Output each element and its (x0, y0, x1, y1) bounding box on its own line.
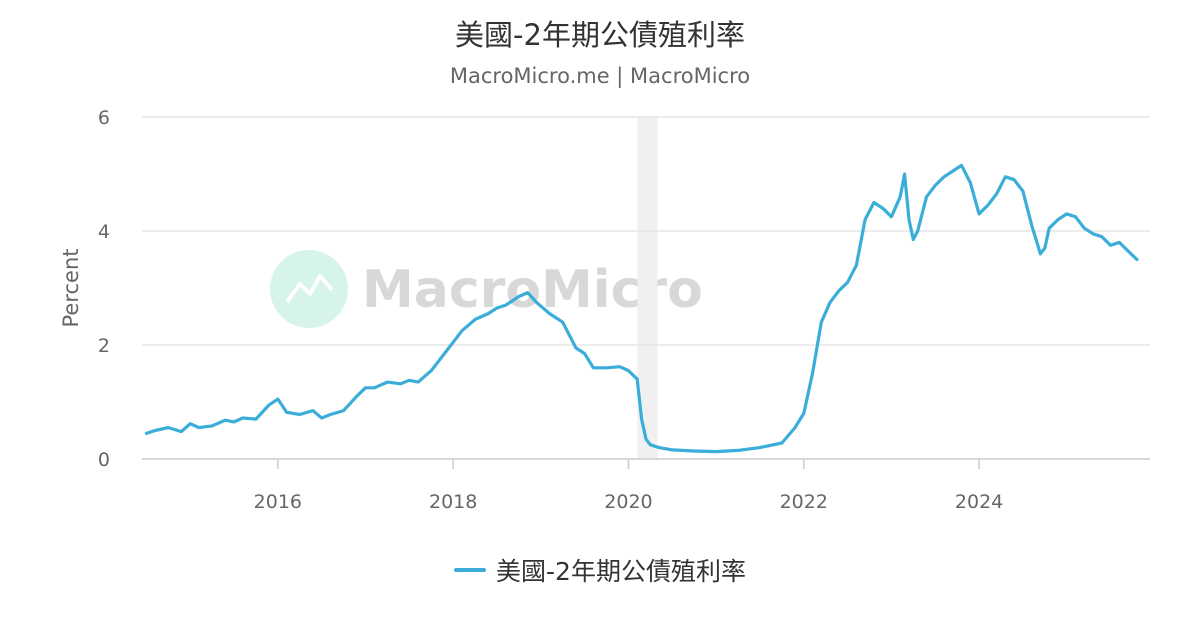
x-tick-label: 2022 (780, 491, 828, 513)
y-axis-label: Percent (59, 248, 83, 327)
x-tick-label: 2024 (955, 491, 1003, 513)
legend-item-label[interactable]: 美國-2年期公債殖利率 (496, 557, 746, 586)
watermark-logo-line (285, 274, 334, 304)
x-tick-label: 2020 (604, 491, 652, 513)
series-line-0 (144, 163, 1139, 454)
watermark-logo-icon (270, 250, 348, 328)
legend[interactable]: 美國-2年期公債殖利率 (0, 552, 1200, 588)
recession-band (637, 117, 658, 459)
y-tick-label: 4 (98, 221, 110, 243)
x-tick-label: 2018 (429, 491, 477, 513)
legend-swatch (454, 568, 487, 572)
y-tick-label: 6 (98, 107, 110, 129)
chart-subtitle: MacroMicro.me | MacroMicro (449, 64, 751, 88)
chart-title: 美國-2年期公債殖利率 (455, 18, 745, 52)
y-tick-label: 2 (98, 335, 110, 357)
y-tick-label: 0 (98, 449, 110, 471)
x-tick-label: 2016 (254, 491, 302, 513)
